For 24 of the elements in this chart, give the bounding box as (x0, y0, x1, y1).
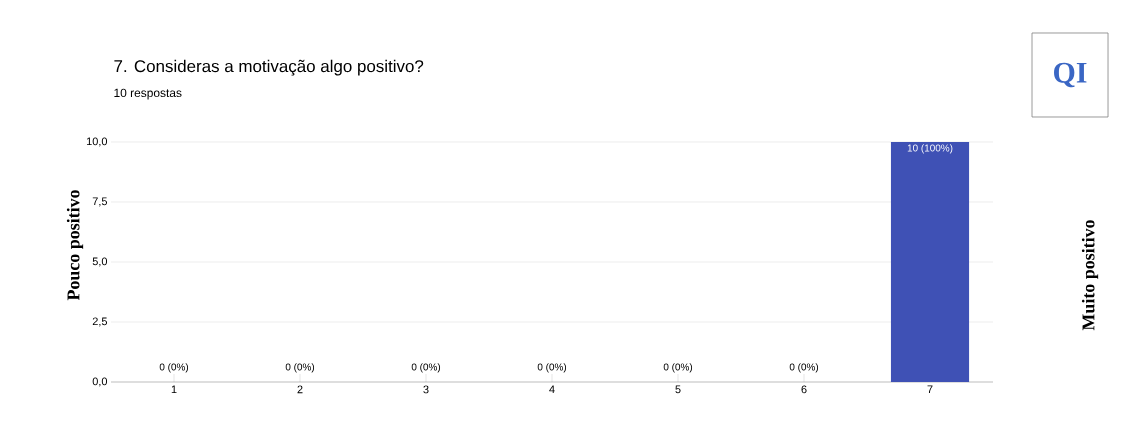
y-tick-label: 7,5 (92, 197, 108, 207)
data-label: 0 (0%) (663, 363, 693, 373)
x-tick-label: 1 (171, 385, 177, 394)
text: Pouco positivo (66, 190, 84, 301)
x-tick-label: 7 (927, 385, 933, 394)
y-tick-label: 0,0 (92, 377, 108, 387)
x-tick-label: 3 (423, 385, 429, 394)
data-label: 0 (0%) (285, 363, 315, 373)
text: QI (1054, 62, 1087, 88)
x-tick-label: 2 (297, 385, 303, 394)
data-label: 0 (0%) (159, 363, 189, 373)
chart-title: 7. Consideras a motivação algo positivo? (114, 59, 424, 76)
y-tick-label: 5,0 (92, 257, 108, 267)
data-label: 0 (0%) (411, 363, 441, 373)
y-tick-label: 10,0 (86, 137, 108, 147)
text: Muito positivo (1081, 220, 1099, 331)
y-tick-label: 2,5 (92, 317, 108, 327)
x-tick-label: 4 (549, 385, 555, 394)
data-label: 0 (0%) (537, 363, 567, 373)
x-tick-label: 6 (801, 385, 807, 394)
data-label: 0 (0%) (789, 363, 819, 373)
chart-subtitle: 10 respostas (114, 88, 182, 100)
x-tick-label: 5 (675, 385, 681, 394)
data-label: 10 (100%) (907, 144, 953, 154)
